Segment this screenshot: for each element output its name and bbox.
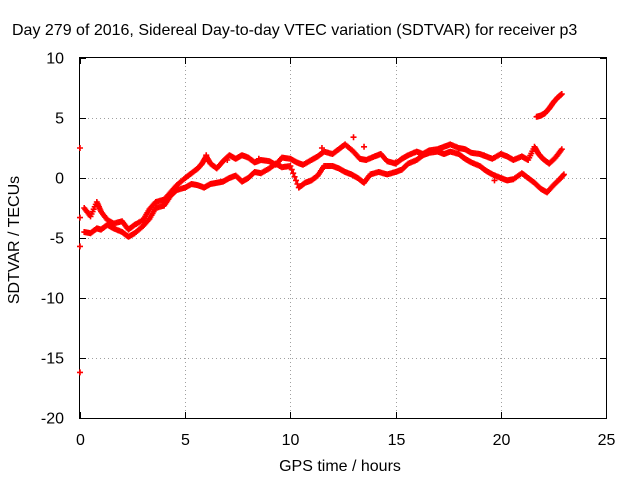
data-point [293, 177, 300, 184]
data-point [291, 173, 298, 180]
data-point [255, 155, 262, 162]
y-tick-label: -10 [41, 291, 64, 308]
data-point [558, 146, 565, 153]
x-tick-label: 10 [282, 432, 300, 449]
x-tick-label: 5 [181, 432, 190, 449]
data-point [203, 152, 210, 159]
data-point [560, 171, 567, 178]
plot-frame [79, 57, 607, 419]
y-tick-label: -20 [41, 411, 64, 428]
y-tick-label: -5 [50, 231, 64, 248]
data-point [491, 177, 498, 184]
x-tick-label: 15 [388, 432, 406, 449]
data-point [77, 145, 83, 151]
x-axis-label: GPS time / hours [279, 458, 401, 475]
data-point [318, 145, 325, 151]
data-point [287, 163, 294, 169]
data-point [288, 166, 295, 173]
data-point [350, 134, 357, 141]
data-points [77, 91, 567, 376]
data-point [276, 163, 283, 169]
x-tick-label: 0 [76, 432, 85, 449]
y-axis-label: SDTVAR / TECUs [6, 176, 23, 304]
data-point [392, 159, 399, 166]
data-point [77, 369, 83, 376]
data-point [480, 152, 487, 159]
y-tick-label: 10 [46, 51, 64, 68]
grid [80, 58, 606, 418]
y-tick-label: 5 [55, 111, 64, 128]
x-tick-label: 25 [598, 432, 616, 449]
data-point [558, 91, 565, 97]
data-point [77, 243, 83, 250]
data-point [361, 143, 368, 150]
axis-ticks: 0 5 10 15 20 25 -20 -15 -10 -5 0 5 10 [41, 51, 616, 450]
chart-title: Day 279 of 2016, Sidereal Day-to-day VTE… [12, 22, 577, 39]
y-tick-label: 0 [55, 171, 64, 188]
x-tick-label: 20 [493, 432, 511, 449]
data-point [224, 157, 231, 163]
y-tick-label: -15 [41, 351, 64, 368]
data-point [77, 214, 83, 221]
data-point [290, 170, 297, 177]
